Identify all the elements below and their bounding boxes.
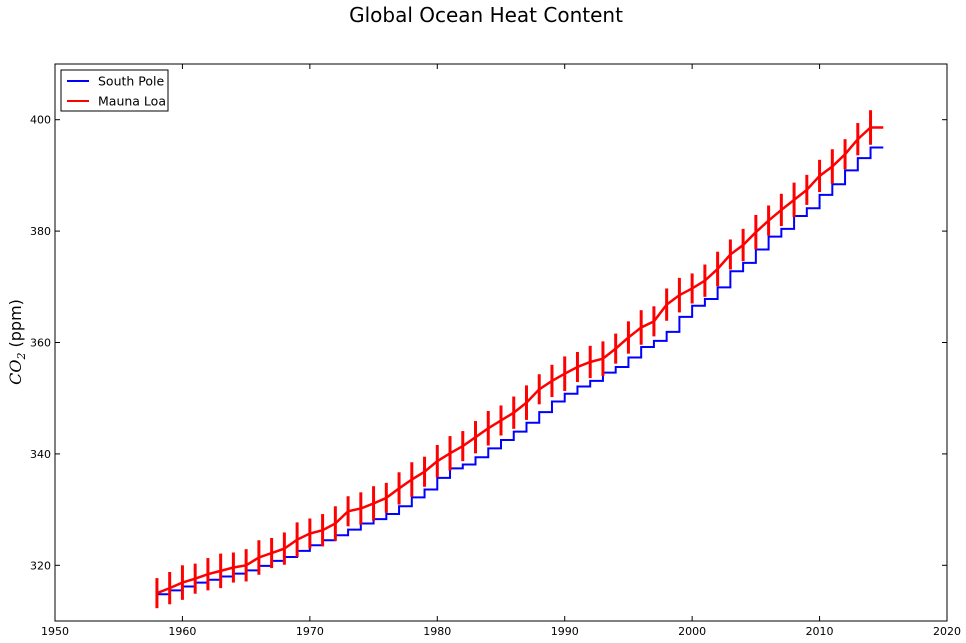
y-axis-label-sub: 2 bbox=[15, 353, 28, 361]
chart-title: Global Ocean Heat Content bbox=[349, 3, 623, 27]
plot-frame bbox=[54, 63, 948, 622]
legend-label-south-pole: South Pole bbox=[98, 74, 165, 89]
x-tick-label: 1990 bbox=[551, 625, 579, 638]
series-line-south-pole bbox=[156, 146, 884, 596]
y-tick-label: 320 bbox=[30, 559, 51, 572]
legend: South Pole Mauna Loa bbox=[60, 69, 169, 112]
y-axis-label: CO2 (ppm) bbox=[6, 299, 28, 385]
y-tick-label: 380 bbox=[30, 225, 51, 238]
y-tick-label: 360 bbox=[30, 337, 51, 350]
x-tick-label: 1960 bbox=[168, 625, 196, 638]
series-line-mauna-loa bbox=[156, 126, 884, 595]
legend-box bbox=[60, 69, 169, 112]
x-tick-label: 2000 bbox=[678, 625, 706, 638]
y-tick-label: 400 bbox=[30, 114, 51, 127]
x-tick-label: 1980 bbox=[423, 625, 451, 638]
y-tick-label: 340 bbox=[30, 448, 51, 461]
x-tick-label: 2020 bbox=[933, 625, 961, 638]
y-axis-label-main: CO bbox=[6, 360, 25, 385]
y-axis-label-unit: (ppm) bbox=[6, 299, 25, 352]
axes-ticks: 1950 1960 1970 1980 1990 2000 2010 2020 320 340 36… bbox=[30, 64, 961, 638]
x-tick-label: 1950 bbox=[41, 625, 69, 638]
plot-series bbox=[155, 110, 884, 609]
x-tick-label: 1970 bbox=[296, 625, 324, 638]
legend-label-mauna-loa: Mauna Loa bbox=[98, 94, 166, 109]
x-tick-label: 2010 bbox=[806, 625, 834, 638]
